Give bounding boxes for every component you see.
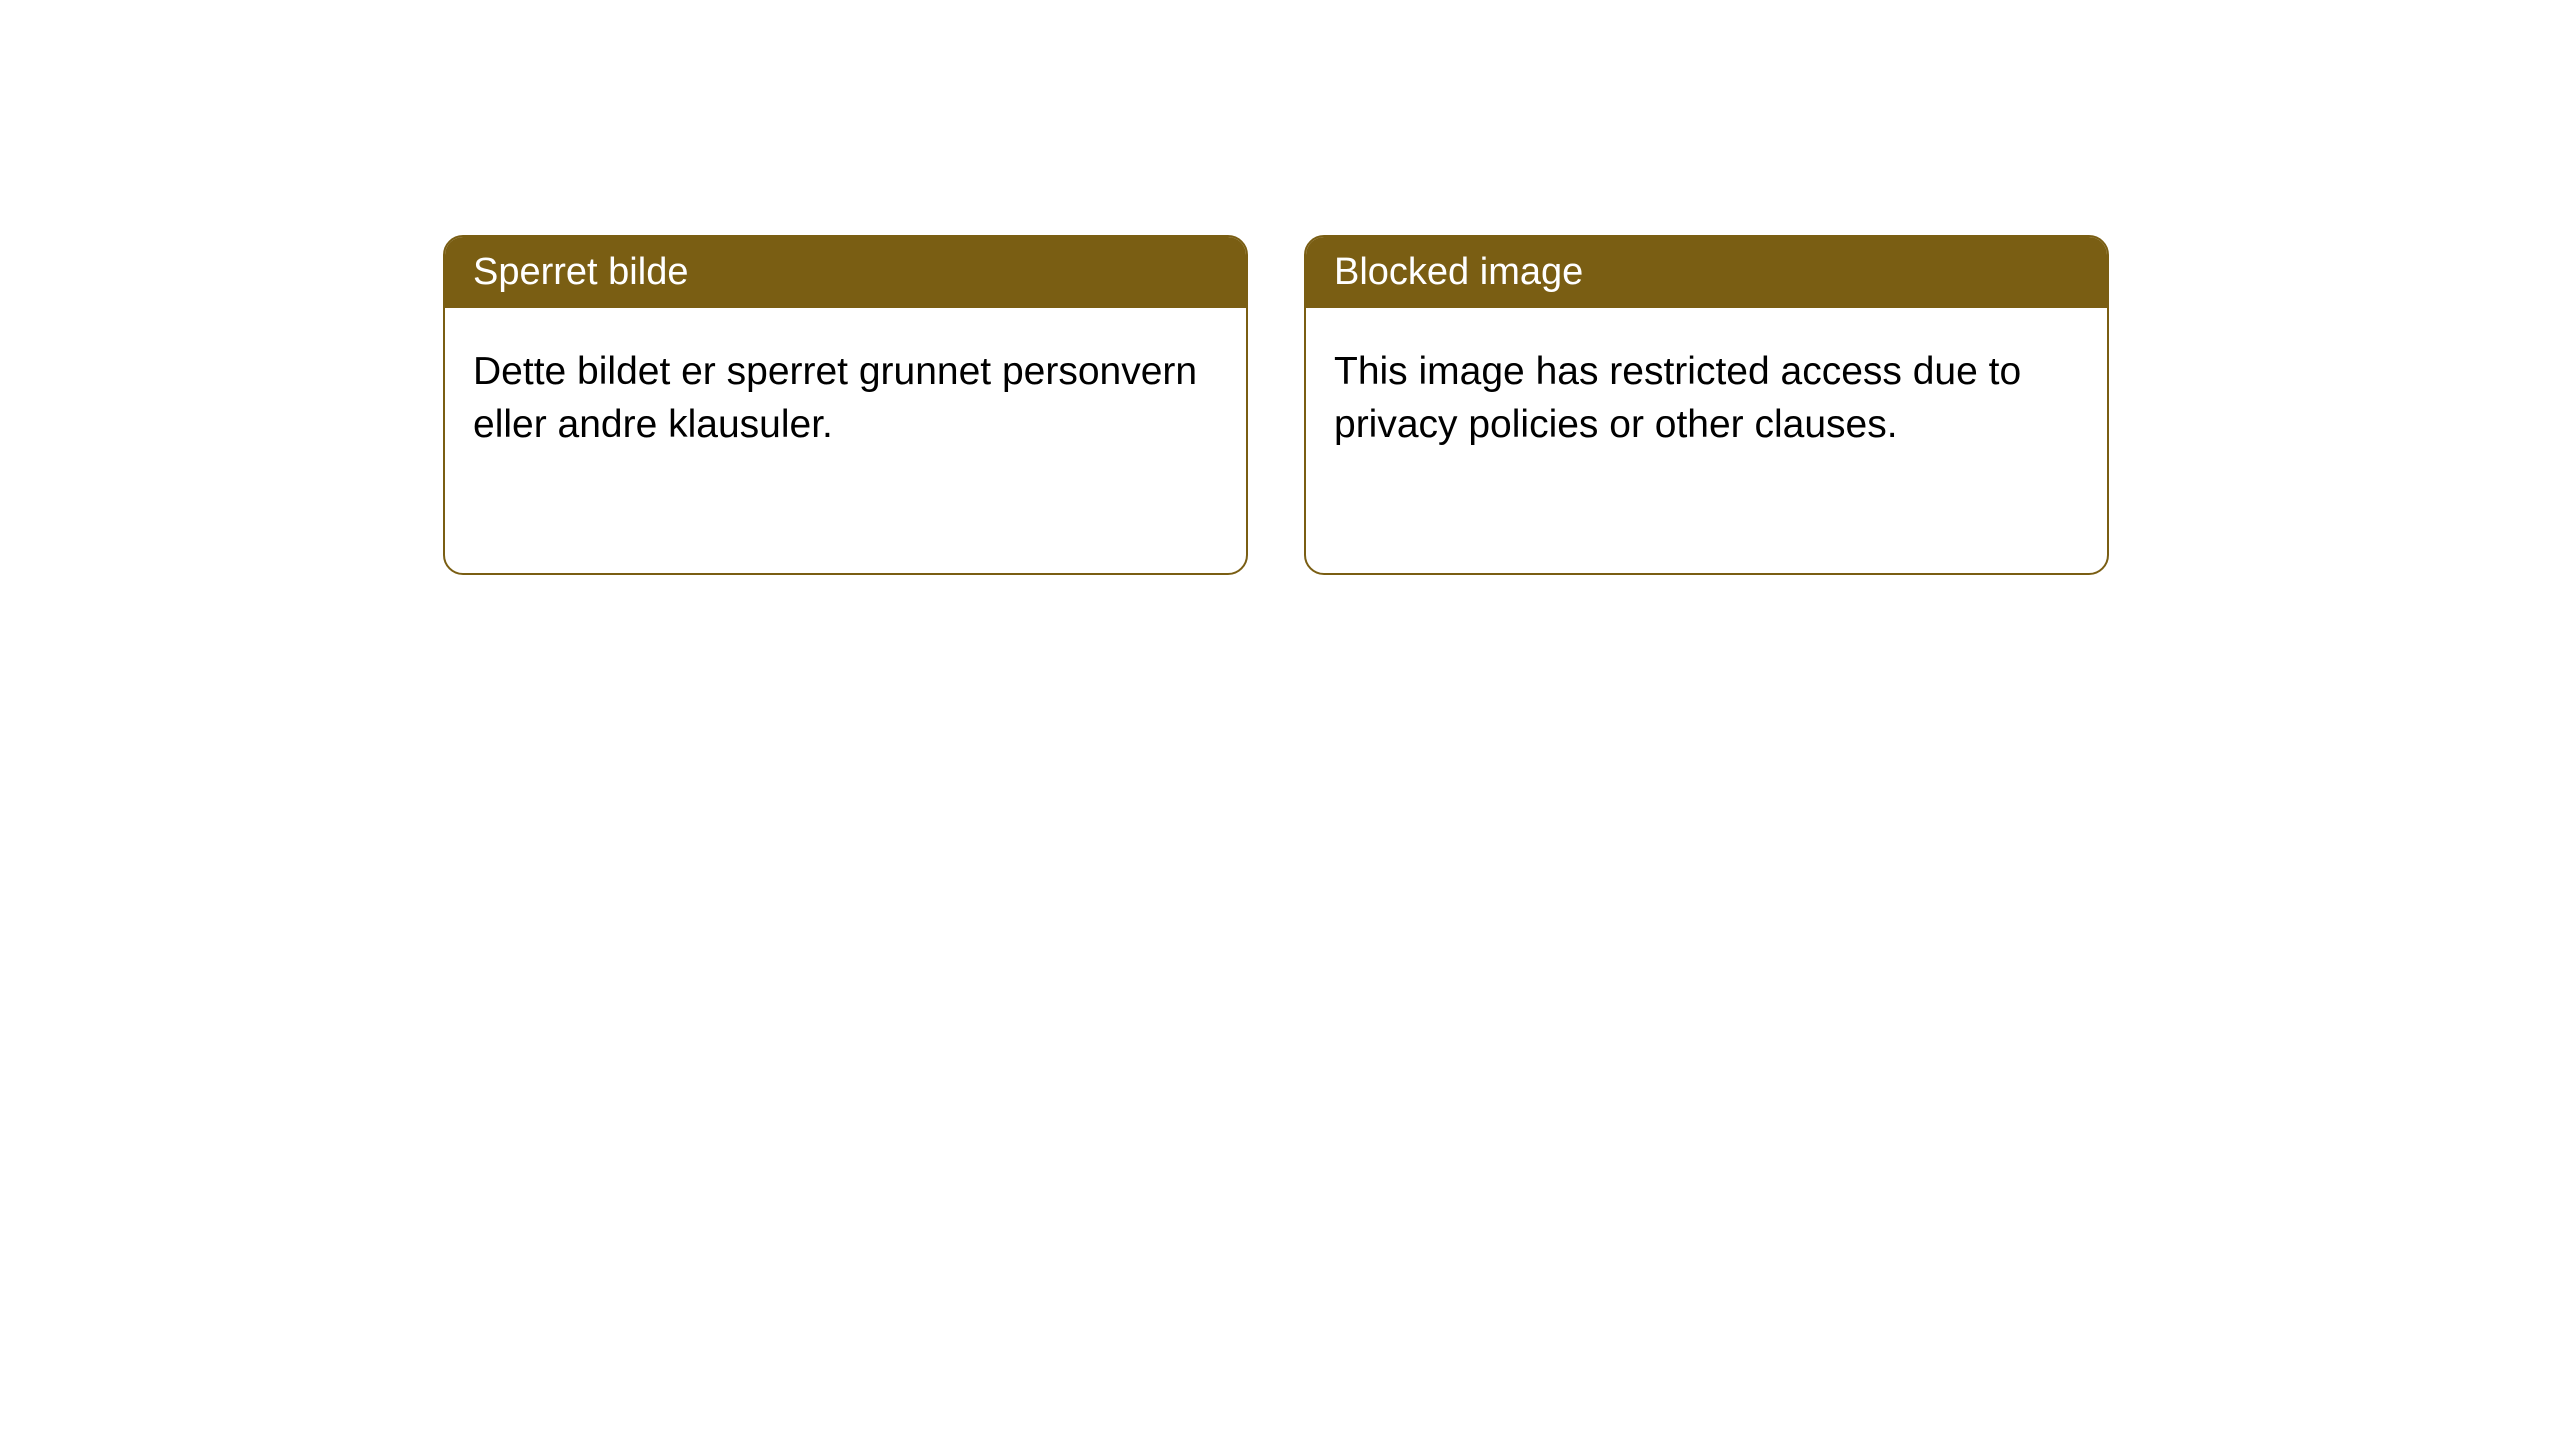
- notice-header: Sperret bilde: [445, 237, 1246, 308]
- notice-header: Blocked image: [1306, 237, 2107, 308]
- notice-card-english: Blocked image This image has restricted …: [1304, 235, 2109, 575]
- notice-body: Dette bildet er sperret grunnet personve…: [445, 308, 1246, 489]
- notice-container: Sperret bilde Dette bildet er sperret gr…: [0, 0, 2560, 575]
- notice-card-norwegian: Sperret bilde Dette bildet er sperret gr…: [443, 235, 1248, 575]
- notice-body: This image has restricted access due to …: [1306, 308, 2107, 489]
